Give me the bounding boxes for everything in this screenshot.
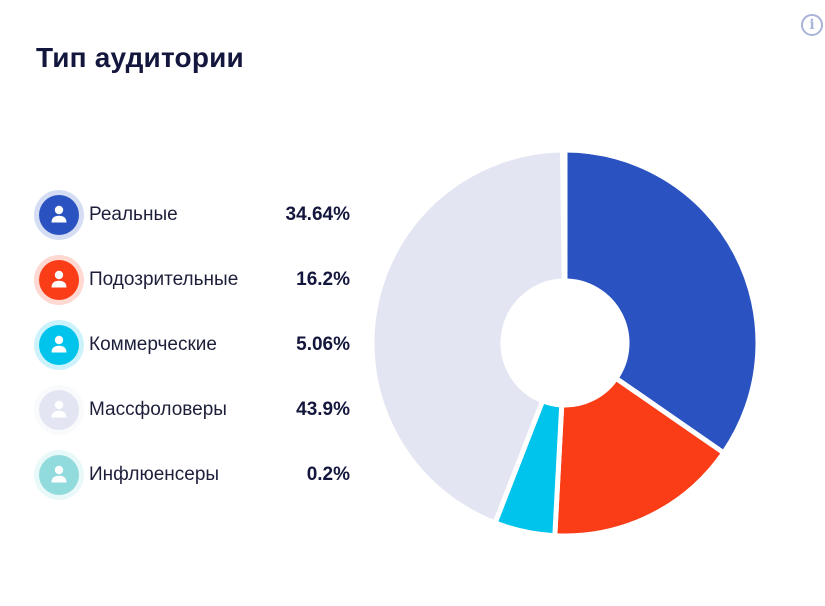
legend-label: Подозрительные (89, 269, 239, 290)
legend-item-influencers: Инфлюенсеры 0.2% (34, 450, 354, 500)
legend-label: Коммерческие (89, 334, 217, 355)
legend-value: 43.9% (296, 399, 350, 420)
legend-label: Массфоловеры (89, 399, 227, 420)
pie-slice-suspicious[interactable] (552, 375, 727, 539)
legend-item-real: Реальные 34.64% (34, 190, 354, 240)
legend-item-suspicious: Подозрительные 16.2% (34, 255, 354, 305)
legend-value: 0.2% (306, 464, 350, 485)
pie-slice-real[interactable] (562, 147, 760, 456)
pie-slice-massfollowers[interactable] (369, 147, 567, 526)
user-icon (34, 255, 84, 305)
user-icon (34, 385, 84, 435)
info-icon[interactable]: i (801, 14, 823, 36)
user-icon (34, 320, 84, 370)
legend-value: 5.06% (296, 334, 350, 355)
legend-value: 16.2% (296, 269, 350, 290)
legend-value: 34.64% (285, 204, 350, 225)
legend-item-massfollowers: Массфоловеры 43.9% (34, 385, 354, 435)
user-icon (34, 450, 84, 500)
donut-chart (369, 147, 760, 539)
legend-label: Реальные (89, 204, 178, 225)
user-icon (34, 190, 84, 240)
pie-slice-influencers[interactable] (560, 147, 568, 284)
legend-label: Инфлюенсеры (89, 464, 220, 485)
legend-item-commercial: Коммерческие 5.06% (34, 320, 354, 370)
card-title: Тип аудитории (36, 42, 244, 73)
